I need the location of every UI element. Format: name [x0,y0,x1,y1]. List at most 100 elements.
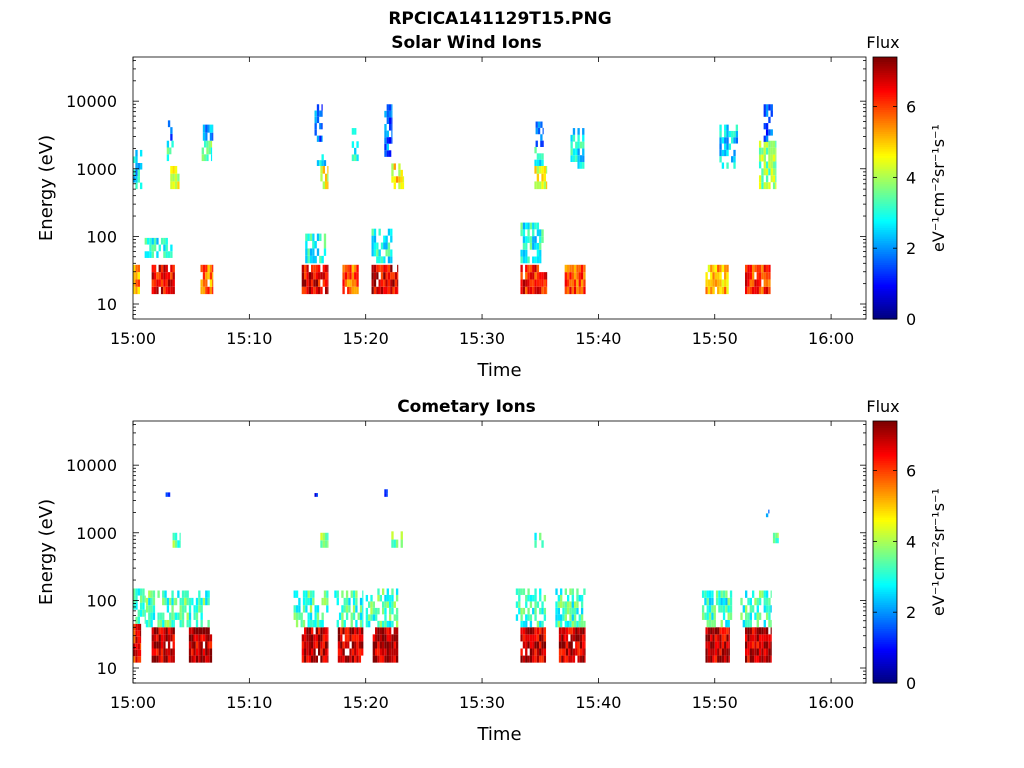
data-cell [573,614,577,621]
data-cell [525,655,528,663]
data-cell [308,641,312,649]
data-cell [765,104,769,111]
data-cell [166,619,170,628]
data-cell [188,641,192,649]
data-cell [349,648,352,656]
data-cell [381,588,385,595]
data-cell [758,140,762,148]
data-cell [529,264,533,273]
data-cell [705,627,708,635]
data-cell [542,140,544,147]
data-cell [327,627,329,635]
data-cell [195,641,199,649]
data-cell [195,655,199,663]
data-cell [371,279,374,287]
data-cell [520,588,523,595]
data-cell [584,634,586,642]
colorbar-step [873,569,897,573]
data-cell [765,627,769,635]
data-cell [293,612,296,620]
data-cell [707,641,711,649]
data-cell [386,493,388,497]
data-cell [356,641,359,649]
data-cell [326,597,329,606]
data-cell [714,264,718,273]
data-cell [375,648,378,656]
data-cell [534,286,537,295]
data-cell [384,641,387,649]
data-cell [347,627,350,635]
data-cell [349,627,352,635]
data-cell [395,614,399,621]
data-cell [751,605,755,613]
data-cell [356,634,359,642]
data-cell [322,181,325,190]
data-cell [181,612,185,620]
data-cell [568,655,571,663]
data-cell [724,655,727,663]
data-cell [375,655,378,663]
data-cell [719,124,722,131]
data-cell [546,279,548,287]
data-cell [316,493,318,497]
data-cell [186,619,189,628]
data-cell [322,655,325,663]
data-cell [536,627,540,635]
data-cell [315,641,318,649]
data-cell [571,286,574,295]
data-cell [770,627,772,635]
data-cell [139,656,142,663]
data-cell [756,279,759,287]
data-cell [572,128,576,135]
data-cell [385,249,388,257]
data-cell [385,272,388,280]
data-cell [765,590,769,598]
data-cell [318,272,321,280]
data-cell [763,655,766,663]
data-cell [398,163,401,170]
data-cell [572,627,576,635]
x-axis-label: Time [476,360,521,381]
data-cell [705,648,708,656]
data-cell [713,612,716,620]
data-cell [728,143,732,150]
data-cell [193,634,196,642]
x-axis-label: Time [476,724,521,745]
data-cell [193,655,196,663]
data-cell [515,601,519,608]
data-cell [137,588,140,596]
data-cell [713,619,716,628]
data-cell [135,595,138,603]
data-cell [133,264,136,273]
data-cell [707,279,711,287]
data-cell [721,149,725,157]
colorbar-step [873,133,897,137]
data-cell [543,627,547,635]
data-cell [583,588,586,595]
data-cell [726,648,729,656]
data-cell [742,619,745,628]
data-cell [312,233,315,242]
colorbar-step [873,290,897,294]
data-cell [543,641,547,649]
data-cell [167,627,171,635]
colorbar-step [873,314,897,318]
data-cell [543,614,547,621]
colorbar-step [873,615,897,619]
data-cell [144,595,146,603]
data-cell [322,634,325,642]
data-cell [395,655,399,663]
colorbar-step [873,445,897,448]
data-cell [751,279,755,287]
data-cell [321,160,324,166]
data-cell [754,634,757,642]
data-cell [540,140,543,147]
data-cell [298,597,301,606]
data-cell [768,116,771,124]
data-cell [731,156,734,163]
data-cell [352,612,356,620]
data-cell [381,601,385,608]
data-cell [395,607,399,615]
data-cell [522,588,526,595]
